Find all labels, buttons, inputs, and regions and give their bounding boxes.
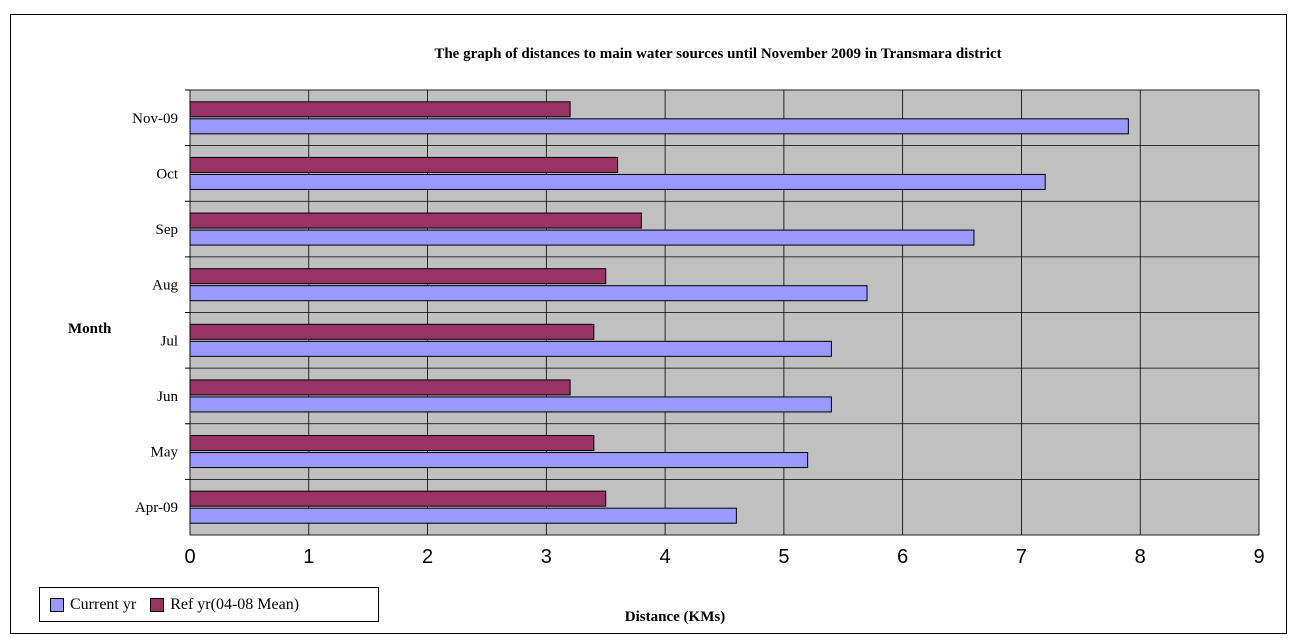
category-label: Sep	[156, 222, 179, 238]
chart: The graph of distances to main water sou…	[68, 46, 1265, 625]
bar-current	[189, 118, 1129, 135]
bar-current	[189, 173, 1046, 190]
x-tick-label: 2	[422, 546, 433, 568]
category-label: May	[151, 445, 179, 461]
legend-item-current: Current yr	[50, 596, 136, 614]
chart-title: The graph of distances to main water sou…	[434, 46, 1001, 62]
x-tick-label: 0	[184, 546, 195, 568]
x-axis-title: Distance (KMs)	[625, 609, 725, 625]
bar-current	[189, 507, 737, 524]
value-axis-tick-labels: 0 1 2 3 4 5 6 7 8 9	[184, 546, 1264, 568]
legend-label-reference: Ref yr(04-08 Mean)	[170, 595, 300, 613]
category-label: Oct	[156, 166, 178, 182]
chart-frame: The graph of distances to main water sou…	[10, 14, 1287, 634]
category-label: Jul	[160, 333, 178, 349]
bar-reference	[189, 156, 619, 173]
x-tick-label: 1	[303, 546, 314, 568]
legend-label-current: Current yr	[70, 595, 137, 613]
bar-current	[189, 452, 809, 469]
x-tick-label: 7	[1016, 546, 1027, 568]
x-tick-label: 6	[897, 546, 908, 568]
category-label: Jun	[157, 389, 178, 405]
bar-reference	[189, 101, 571, 118]
legend-item-reference: Ref yr(04-08 Mean)	[150, 596, 299, 614]
bar-current	[189, 396, 832, 413]
bar-reference	[189, 435, 595, 452]
category-label: Nov-09	[132, 111, 178, 127]
category-label: Aug	[152, 278, 178, 294]
bar-current	[189, 340, 832, 357]
x-tick-label: 8	[1135, 546, 1146, 568]
bars	[189, 101, 1129, 524]
category-label: Apr-09	[135, 500, 178, 516]
bar-reference	[189, 268, 607, 285]
category-axis-labels: Apr-09 May Jun Jul Aug Sep Oct Nov-09	[132, 111, 179, 516]
x-tick-label: 4	[660, 546, 671, 568]
x-tick-label: 9	[1253, 546, 1264, 568]
bar-reference	[189, 212, 642, 229]
x-tick-label: 3	[541, 546, 552, 568]
bar-reference	[189, 490, 607, 507]
legend: Current yr Ref yr(04-08 Mean)	[39, 587, 379, 622]
legend-swatch-reference	[150, 597, 165, 612]
y-axis-title: Month	[68, 321, 112, 337]
legend-swatch-current	[50, 597, 64, 612]
x-tick-label: 5	[778, 546, 789, 568]
bar-current	[189, 285, 868, 302]
bar-reference	[189, 379, 571, 396]
bar-reference	[189, 323, 595, 340]
bar-current	[189, 229, 975, 246]
